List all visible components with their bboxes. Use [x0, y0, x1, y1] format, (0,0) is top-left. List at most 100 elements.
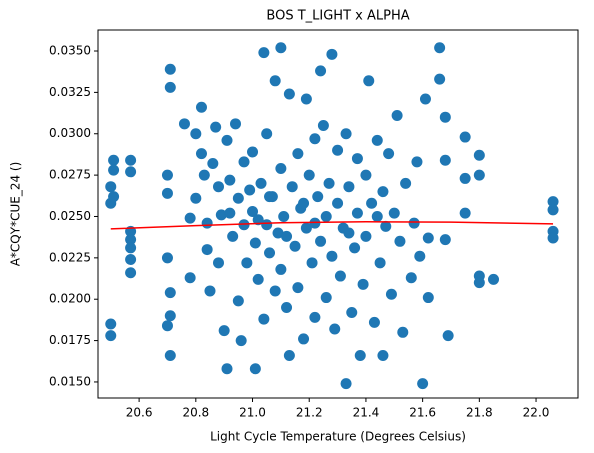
- point: [281, 230, 293, 242]
- point: [332, 197, 344, 209]
- y-tick-label: 0.0175: [49, 333, 91, 347]
- y-tick-label: 0.0200: [49, 292, 91, 306]
- point: [459, 172, 471, 184]
- point: [312, 191, 324, 203]
- point: [264, 247, 276, 259]
- point: [164, 81, 176, 93]
- chart-title: BOS T_LIGHT x ALPHA: [266, 9, 409, 24]
- point: [161, 320, 173, 332]
- point: [343, 181, 355, 193]
- point: [334, 270, 346, 282]
- point: [383, 148, 395, 160]
- point: [414, 250, 426, 262]
- point: [204, 285, 216, 297]
- point: [224, 174, 236, 186]
- point: [125, 154, 137, 166]
- point: [422, 232, 434, 244]
- point: [346, 306, 358, 318]
- point: [343, 227, 355, 239]
- point: [292, 148, 304, 160]
- point: [230, 118, 242, 130]
- point: [244, 184, 256, 196]
- point: [255, 177, 267, 189]
- point: [315, 65, 327, 77]
- point: [332, 144, 344, 156]
- point: [473, 169, 485, 181]
- point: [371, 210, 383, 222]
- point: [411, 156, 423, 168]
- point: [258, 47, 270, 59]
- point: [385, 288, 397, 300]
- point: [164, 310, 176, 322]
- point: [391, 110, 403, 122]
- point: [201, 244, 213, 256]
- fit-line: [110, 221, 554, 230]
- point: [161, 187, 173, 199]
- y-tick-label: 0.0250: [49, 209, 91, 223]
- x-tick-label: 21.2: [296, 406, 323, 420]
- point: [278, 210, 290, 222]
- point: [125, 254, 137, 266]
- x-tick-label: 22.0: [523, 406, 550, 420]
- point: [300, 93, 312, 105]
- point: [164, 349, 176, 361]
- point: [351, 207, 363, 219]
- point: [105, 330, 117, 342]
- point: [125, 267, 137, 279]
- point: [286, 181, 298, 193]
- point: [326, 250, 338, 262]
- point: [198, 169, 210, 181]
- point: [419, 93, 431, 105]
- point: [422, 292, 434, 304]
- y-tick-label: 0.0350: [49, 44, 91, 58]
- point: [340, 128, 352, 140]
- point: [108, 154, 120, 166]
- point: [388, 207, 400, 219]
- point: [374, 257, 386, 269]
- point: [292, 282, 304, 294]
- y-tick-label: 0.0150: [49, 374, 91, 388]
- point: [459, 131, 471, 143]
- point: [238, 219, 250, 231]
- point: [488, 273, 500, 285]
- point: [221, 363, 233, 375]
- point: [417, 378, 429, 390]
- point: [394, 235, 406, 247]
- point: [221, 134, 233, 146]
- point: [252, 273, 264, 285]
- point: [329, 323, 341, 335]
- point: [405, 272, 417, 284]
- point: [190, 192, 202, 204]
- point: [215, 209, 227, 221]
- point: [108, 164, 120, 176]
- point: [309, 133, 321, 145]
- point: [366, 197, 378, 209]
- point: [190, 128, 202, 140]
- point: [218, 325, 230, 337]
- point: [275, 162, 287, 174]
- point: [261, 219, 273, 231]
- point: [184, 272, 196, 284]
- point: [298, 333, 310, 345]
- point: [434, 42, 446, 54]
- point: [309, 311, 321, 323]
- point: [320, 210, 332, 222]
- point: [207, 158, 219, 170]
- point: [349, 242, 361, 254]
- point: [210, 121, 222, 133]
- point: [108, 191, 120, 203]
- point: [125, 166, 137, 178]
- point: [232, 295, 244, 307]
- point: [289, 240, 301, 252]
- point: [201, 217, 213, 229]
- point: [368, 316, 380, 328]
- point: [269, 75, 281, 87]
- point: [235, 335, 247, 347]
- point: [212, 257, 224, 269]
- y-tick-label: 0.0325: [49, 85, 91, 99]
- point: [473, 149, 485, 161]
- point: [212, 181, 224, 193]
- plot-frame: [97, 29, 579, 399]
- point: [249, 237, 261, 249]
- point: [283, 88, 295, 100]
